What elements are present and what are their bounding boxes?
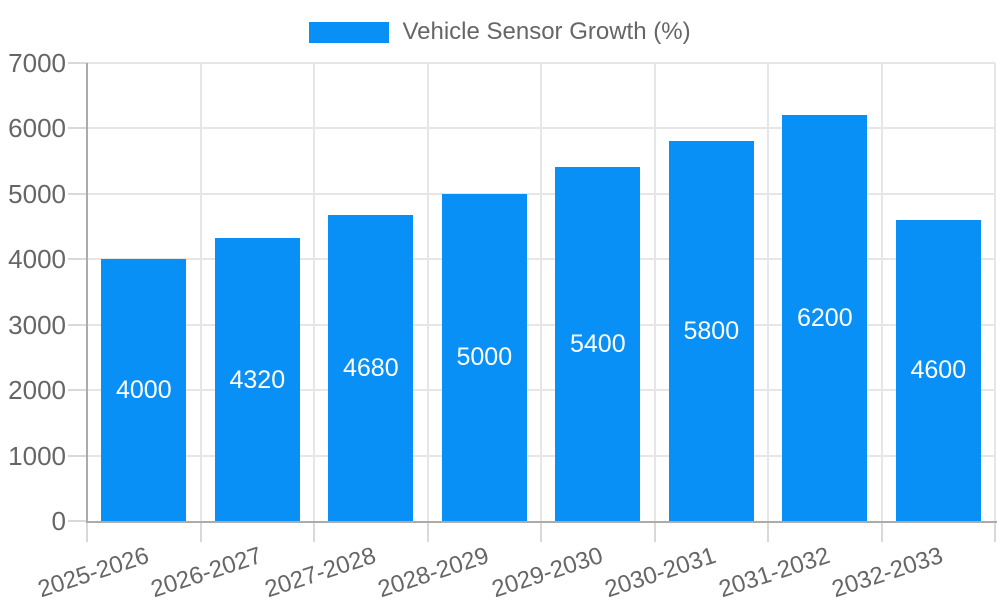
gridline-vertical — [540, 62, 542, 521]
gridline-vertical — [653, 62, 656, 521]
bar[interactable]: 5400 — [555, 167, 641, 521]
y-axis-tick — [68, 323, 87, 326]
bar[interactable]: 4000 — [101, 259, 187, 521]
gridline-vertical — [199, 62, 202, 521]
bar[interactable]: 5800 — [668, 141, 754, 521]
x-axis-label: 2031-2032 — [715, 542, 834, 600]
y-axis-label: 4000 — [8, 244, 66, 274]
bar-value-label: 4320 — [229, 365, 286, 394]
x-axis-label: 2026-2027 — [148, 542, 266, 600]
x-axis-tick — [994, 521, 996, 542]
y-axis-tick — [68, 258, 87, 260]
y-axis-tick — [68, 454, 87, 457]
y-axis-label: 0 — [51, 506, 66, 536]
bar-value-label: 4600 — [910, 356, 967, 385]
x-axis-tick — [880, 521, 883, 542]
bar-value-label: 6200 — [796, 303, 853, 332]
y-axis-tick — [68, 127, 87, 129]
y-axis-tick — [68, 520, 87, 522]
x-axis-tick — [540, 521, 542, 542]
x-axis-tick — [199, 521, 202, 542]
x-axis-tick — [313, 521, 315, 542]
legend[interactable]: Vehicle Sensor Growth (%) — [0, 18, 1000, 46]
x-axis-tick — [767, 521, 769, 542]
bar[interactable]: 4320 — [214, 238, 300, 521]
bar-value-label: 5400 — [569, 330, 626, 359]
bar[interactable]: 5000 — [441, 193, 527, 521]
gridline-vertical — [994, 62, 996, 521]
y-axis-line — [85, 62, 88, 523]
x-axis-label: 2032-2033 — [829, 542, 947, 600]
bar[interactable]: 4600 — [895, 219, 981, 521]
legend-swatch — [309, 21, 390, 43]
y-axis-label: 7000 — [8, 47, 66, 78]
x-axis-label: 2030-2031 — [602, 542, 720, 600]
bar-value-label: 4680 — [342, 353, 399, 382]
bar-value-label: 5000 — [456, 343, 513, 372]
gridline-vertical — [313, 62, 315, 521]
y-axis-label: 6000 — [8, 113, 66, 143]
x-axis-label: 2028-2029 — [375, 542, 493, 600]
x-axis-label: 2029-2030 — [488, 542, 607, 600]
x-axis-line — [85, 521, 997, 523]
gridline-vertical — [426, 62, 429, 521]
bar-value-label: 4000 — [115, 376, 172, 404]
legend-label: Vehicle Sensor Growth (%) — [402, 18, 691, 45]
y-axis-label: 5000 — [8, 178, 66, 209]
x-axis-tick — [86, 521, 88, 542]
bar-value-label: 5800 — [683, 317, 740, 346]
bar[interactable]: 6200 — [782, 114, 868, 521]
x-axis-label: 2027-2028 — [261, 542, 380, 600]
y-axis-label: 1000 — [8, 440, 66, 471]
gridline-vertical — [880, 62, 883, 521]
y-axis-tick — [68, 389, 87, 391]
x-axis-label: 2025-2026 — [34, 542, 153, 600]
gridline-vertical — [767, 62, 769, 521]
y-axis-tick — [68, 192, 87, 195]
y-axis-label: 2000 — [8, 375, 66, 405]
x-axis-tick — [653, 521, 656, 542]
y-axis-label: 3000 — [8, 309, 66, 340]
x-axis-tick — [426, 521, 429, 542]
bar[interactable]: 4680 — [328, 214, 414, 521]
y-axis-tick — [68, 61, 87, 64]
